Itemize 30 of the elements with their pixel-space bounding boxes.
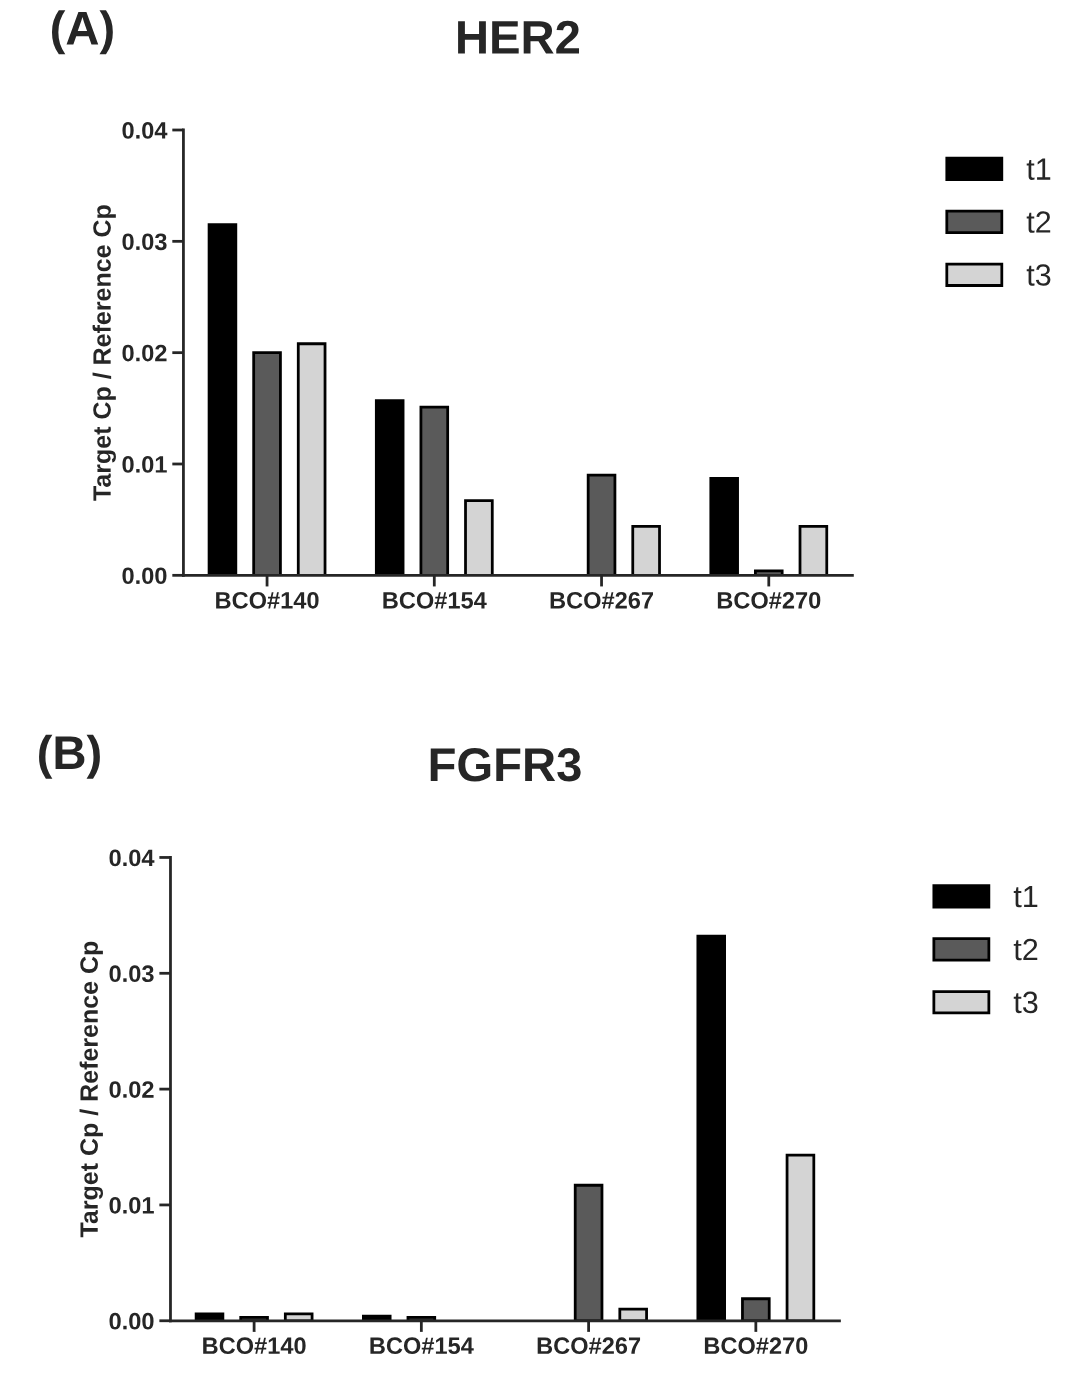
text: (B)	[39, 734, 100, 779]
y-tick-label: 0.04	[109, 849, 155, 867]
y-tick-label: 0.02	[109, 1081, 154, 1098]
x-tick-label: BCO#267	[537, 1337, 641, 1355]
chart-title: HER2	[458, 20, 580, 54]
y-tick-label: 0.02	[122, 344, 167, 362]
legend-label: t1	[1013, 886, 1038, 908]
legend-label: t2	[1013, 938, 1038, 961]
x-tick-label: BCO#270	[704, 1337, 808, 1355]
y-tick-label: 0.01	[109, 1197, 154, 1214]
text: (A)	[51, 10, 113, 55]
x-tick-label: BCO#154	[383, 591, 487, 609]
x-tick-label: BCO#154	[370, 1337, 474, 1355]
y-tick-label: 0.00	[122, 567, 167, 585]
x-tick-label: BCO#140	[203, 1337, 306, 1355]
y-tick-label: 0.00	[109, 1312, 154, 1330]
legend-label: t2	[1026, 211, 1051, 233]
x-tick-label: BCO#140	[216, 591, 319, 609]
y-tick-label: 0.01	[122, 456, 167, 473]
legend-label: t3	[1026, 264, 1051, 286]
y-axis-title: Target Cp / Reference Cp	[92, 205, 116, 501]
x-tick-label: BCO#270	[717, 591, 821, 609]
legend-label: t1	[1026, 158, 1051, 180]
legend-label: t3	[1013, 991, 1038, 1014]
y-tick-label: 0.03	[122, 233, 167, 251]
y-tick-label: 0.04	[122, 122, 168, 139]
chart-title: FGFR3	[430, 748, 581, 782]
y-tick-label: 0.03	[109, 965, 154, 983]
x-tick-label: BCO#267	[550, 591, 653, 609]
y-axis-title: Target Cp / Reference Cp	[79, 941, 103, 1238]
